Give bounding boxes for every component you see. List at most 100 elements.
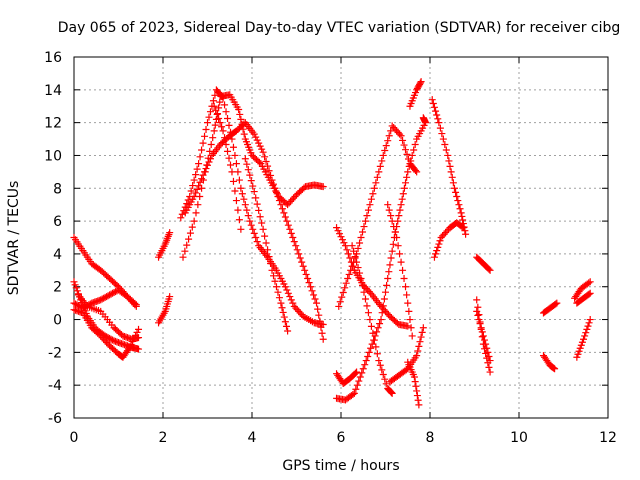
data-point	[348, 242, 356, 250]
data-point	[350, 247, 358, 255]
data-point	[449, 179, 457, 187]
data-point	[340, 239, 348, 247]
data-point	[411, 141, 419, 149]
data-point	[385, 268, 393, 276]
data-point	[388, 247, 396, 255]
data-point	[98, 295, 106, 303]
data-point	[345, 270, 353, 278]
data-point	[485, 363, 493, 371]
data-point	[356, 239, 364, 247]
data-point	[442, 146, 450, 154]
data-point	[376, 162, 384, 170]
data-point	[247, 177, 255, 185]
data-point	[218, 123, 226, 131]
data-point	[259, 225, 267, 233]
data-point	[246, 217, 254, 225]
data-point	[224, 147, 232, 155]
x-tick-label: 0	[70, 430, 79, 446]
data-point	[271, 184, 279, 192]
data-point	[402, 179, 410, 187]
y-tick-label: 8	[53, 181, 62, 197]
data-point	[256, 213, 264, 221]
data-point	[344, 250, 352, 258]
data-point	[339, 288, 347, 296]
data-point	[226, 161, 234, 169]
data-point	[275, 294, 283, 302]
data-point	[103, 339, 111, 347]
data-point	[315, 311, 323, 319]
data-point	[181, 247, 189, 255]
data-point	[475, 311, 483, 319]
data-point	[353, 381, 361, 389]
data-point	[253, 136, 261, 144]
data-point	[364, 352, 372, 360]
data-point	[241, 155, 249, 163]
data-point	[281, 283, 289, 291]
series-arc-9	[179, 91, 327, 261]
data-point	[455, 201, 463, 209]
data-point	[106, 334, 114, 342]
data-point	[204, 161, 211, 169]
data-point	[360, 288, 368, 296]
data-point	[351, 253, 359, 261]
data-point	[378, 366, 386, 374]
data-point	[418, 328, 426, 336]
data-point	[405, 307, 413, 315]
series-arc-22	[428, 96, 470, 238]
data-point	[177, 214, 185, 222]
data-point	[369, 190, 377, 198]
y-tick-label: -2	[48, 345, 62, 361]
data-point	[274, 192, 282, 200]
data-point	[388, 122, 396, 130]
data-point	[400, 141, 408, 149]
data-point	[267, 171, 275, 179]
data-point	[135, 334, 143, 342]
series-arc-16	[335, 122, 421, 310]
data-point	[364, 309, 372, 317]
data-point	[249, 182, 257, 190]
data-point	[337, 233, 345, 241]
grid	[74, 57, 608, 418]
data-point	[225, 121, 233, 129]
data-point	[250, 188, 258, 196]
data-point	[397, 201, 405, 209]
data-point	[240, 130, 248, 138]
data-point	[97, 332, 105, 340]
data-point	[231, 151, 239, 159]
data-point	[98, 334, 106, 342]
data-point	[365, 348, 373, 356]
data-point	[574, 350, 582, 358]
series-arc-30	[573, 289, 594, 307]
data-markers	[70, 78, 594, 409]
data-point	[106, 291, 114, 299]
data-point	[95, 331, 103, 339]
data-point	[135, 325, 143, 333]
data-point	[199, 171, 207, 179]
data-point	[415, 401, 423, 409]
x-axis-label: GPS time / hours	[282, 458, 399, 474]
data-point	[72, 284, 80, 292]
data-point	[71, 300, 79, 308]
data-point	[183, 200, 191, 208]
data-point	[416, 338, 424, 346]
data-point	[282, 322, 290, 330]
data-point	[234, 206, 242, 214]
data-point	[132, 301, 140, 309]
data-point	[70, 278, 78, 286]
data-point	[278, 205, 286, 213]
data-point	[367, 344, 375, 352]
data-point	[439, 232, 447, 240]
data-point	[225, 154, 233, 162]
data-point	[308, 287, 316, 295]
data-point	[428, 96, 436, 104]
data-point	[189, 182, 197, 190]
data-point	[412, 382, 420, 390]
data-point	[582, 329, 590, 337]
data-point	[110, 288, 118, 296]
data-point	[290, 302, 298, 310]
data-point	[433, 111, 441, 119]
data-point	[221, 134, 229, 142]
data-point	[414, 347, 422, 355]
data-point	[186, 229, 194, 237]
